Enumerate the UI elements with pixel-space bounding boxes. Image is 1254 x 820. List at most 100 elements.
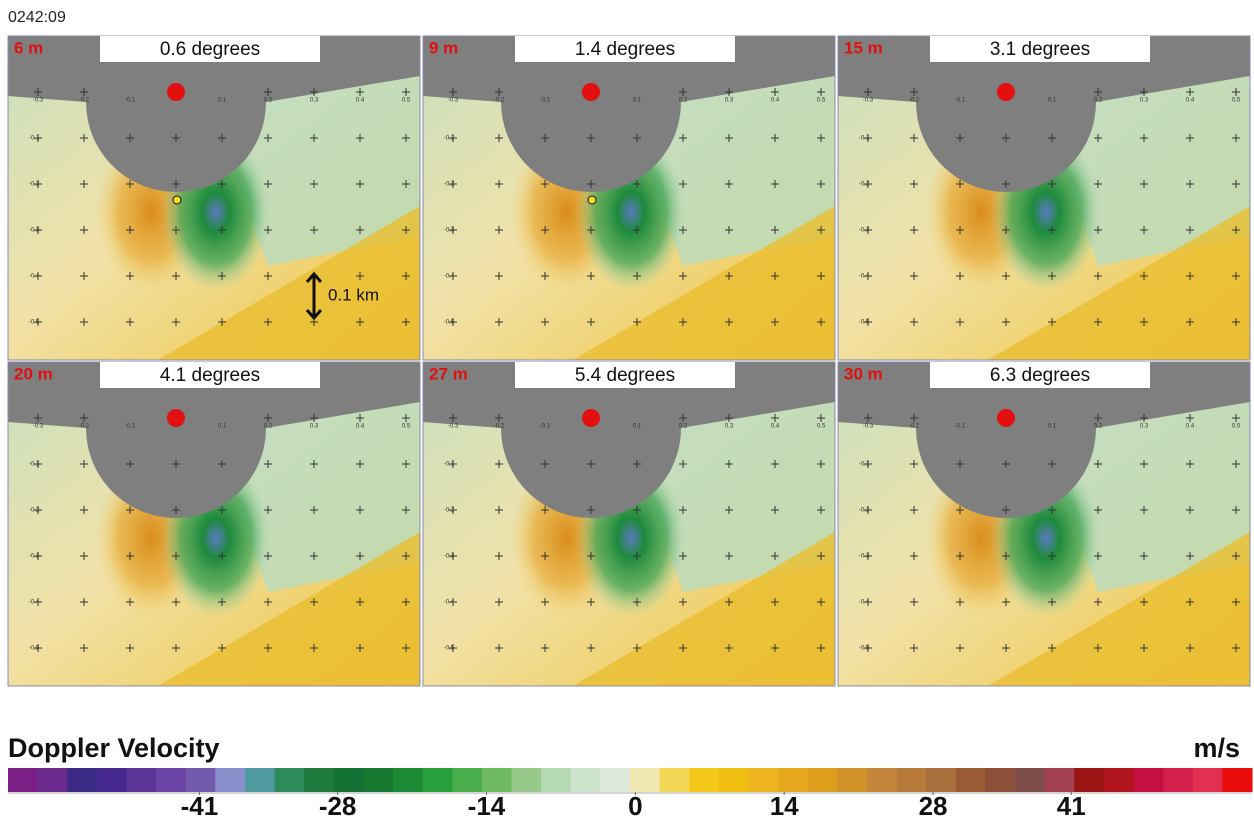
height-label: 9 m xyxy=(429,38,458,57)
radar-panel: -0.3-0.2-0.10.10.20.30.40.5-0.1-0.2-0.3-… xyxy=(8,36,420,360)
tornado-center xyxy=(588,196,596,204)
color-swatch xyxy=(571,768,601,792)
color-swatch xyxy=(1193,768,1223,792)
grid-y-label: -0.5 xyxy=(29,646,40,652)
grid-x-label: -0.3 xyxy=(448,424,459,430)
grid-x-label: 0.1 xyxy=(633,98,642,104)
grid-y-label: -0.3 xyxy=(859,228,870,234)
color-swatch xyxy=(156,768,186,792)
colorbar-tick-label: 41 xyxy=(1057,791,1086,820)
grid-x-label: 0.3 xyxy=(725,424,734,430)
grid-y-label: -0.4 xyxy=(29,274,40,280)
color-swatch xyxy=(215,768,245,792)
colorbar-tick-label: -41 xyxy=(181,791,219,820)
grid-x-label: 0.2 xyxy=(679,98,688,104)
grid-x-label: -0.3 xyxy=(863,98,874,104)
panel-image: -0.3-0.2-0.10.10.20.30.40.5-0.1-0.2-0.3-… xyxy=(838,36,1250,360)
colorbar-title: Doppler Velocity xyxy=(8,733,220,763)
radar-panel: -0.3-0.2-0.10.10.20.30.40.5-0.1-0.2-0.3-… xyxy=(423,362,835,686)
color-swatch xyxy=(660,768,690,792)
color-swatch xyxy=(1134,768,1164,792)
grid-x-label: 0.2 xyxy=(264,424,273,430)
grid-y-label: -0.1 xyxy=(859,462,870,468)
grid-y-label: -0.3 xyxy=(29,228,40,234)
color-swatch xyxy=(867,768,897,792)
color-swatch xyxy=(1074,768,1104,792)
color-swatch xyxy=(186,768,216,792)
color-swatch xyxy=(837,768,867,792)
color-swatch xyxy=(482,768,512,792)
color-swatch xyxy=(689,768,719,792)
grid-x-label: -0.3 xyxy=(448,98,459,104)
color-swatch xyxy=(956,768,986,792)
radar-location xyxy=(167,409,185,427)
color-swatch xyxy=(778,768,808,792)
grid-y-label: -0.2 xyxy=(444,508,455,514)
grid-y-label: -0.5 xyxy=(29,320,40,326)
grid-x-label: -0.1 xyxy=(955,424,966,430)
grid-y-label: -0.4 xyxy=(29,600,40,606)
grid-y-label: -0.5 xyxy=(444,646,455,652)
grid-x-label: 0.2 xyxy=(679,424,688,430)
color-swatch xyxy=(1015,768,1045,792)
panel-image: -0.3-0.2-0.10.10.20.30.40.5-0.1-0.2-0.3-… xyxy=(838,362,1250,686)
grid-x-label: 0.4 xyxy=(771,424,780,430)
color-swatch xyxy=(719,768,749,792)
elevation-label: 1.4 degrees xyxy=(575,39,675,60)
grid-x-label: -0.1 xyxy=(540,424,551,430)
grid-x-label: 0.3 xyxy=(310,98,319,104)
grid-x-label: 0.1 xyxy=(218,98,227,104)
grid-x-label: 0.4 xyxy=(1186,424,1195,430)
grid-x-label: 0.5 xyxy=(402,424,411,430)
grid-x-label: -0.1 xyxy=(125,424,136,430)
grid-x-label: 0.3 xyxy=(310,424,319,430)
color-swatch xyxy=(304,768,334,792)
grid-x-label: -0.2 xyxy=(79,424,90,430)
color-swatch xyxy=(67,768,97,792)
grid-x-label: 0.5 xyxy=(1232,98,1241,104)
height-label: 30 m xyxy=(844,364,883,383)
grid-y-label: -0.5 xyxy=(444,320,455,326)
grid-y-label: -0.1 xyxy=(859,136,870,142)
grid-y-label: -0.1 xyxy=(444,136,455,142)
radar-location xyxy=(582,409,600,427)
grid-y-label: -0.5 xyxy=(859,646,870,652)
height-label: 15 m xyxy=(844,38,883,57)
height-label: 20 m xyxy=(14,364,53,383)
grid-y-label: -0.3 xyxy=(29,554,40,560)
grid-y-label: -0.4 xyxy=(859,600,870,606)
grid-y-label: -0.2 xyxy=(444,182,455,188)
grid-x-label: 0.3 xyxy=(725,98,734,104)
grid-y-label: -0.4 xyxy=(444,600,455,606)
color-swatch xyxy=(423,768,453,792)
radar-panel: -0.3-0.2-0.10.10.20.30.40.5-0.1-0.2-0.3-… xyxy=(423,36,835,360)
grid-y-label: -0.3 xyxy=(859,554,870,560)
grid-x-label: 0.5 xyxy=(1232,424,1241,430)
grid-x-label: -0.3 xyxy=(33,98,44,104)
color-swatch xyxy=(541,768,571,792)
grid-x-label: 0.5 xyxy=(817,98,826,104)
color-swatch xyxy=(38,768,68,792)
grid-x-label: 0.5 xyxy=(402,98,411,104)
grid-x-label: -0.2 xyxy=(494,98,505,104)
panel-image: -0.3-0.2-0.10.10.20.30.40.5-0.1-0.2-0.3-… xyxy=(423,36,835,360)
color-swatch xyxy=(275,768,305,792)
color-swatch xyxy=(334,768,364,792)
grid-y-label: -0.5 xyxy=(859,320,870,326)
grid-x-label: 0.4 xyxy=(356,98,365,104)
radar-panel: -0.3-0.2-0.10.10.20.30.40.5-0.1-0.2-0.3-… xyxy=(838,362,1250,686)
elevation-label: 4.1 degrees xyxy=(160,365,260,386)
grid-x-label: 0.2 xyxy=(1094,424,1103,430)
color-swatch xyxy=(512,768,542,792)
color-swatch xyxy=(748,768,778,792)
color-swatch xyxy=(126,768,156,792)
grid-x-label: -0.1 xyxy=(125,98,136,104)
grid-y-label: -0.1 xyxy=(444,462,455,468)
grid-x-label: 0.1 xyxy=(1048,424,1057,430)
elevation-label: 5.4 degrees xyxy=(575,365,675,386)
grid-x-label: -0.2 xyxy=(494,424,505,430)
colorbar-tick-label: 28 xyxy=(919,791,948,820)
color-swatch xyxy=(8,768,38,792)
